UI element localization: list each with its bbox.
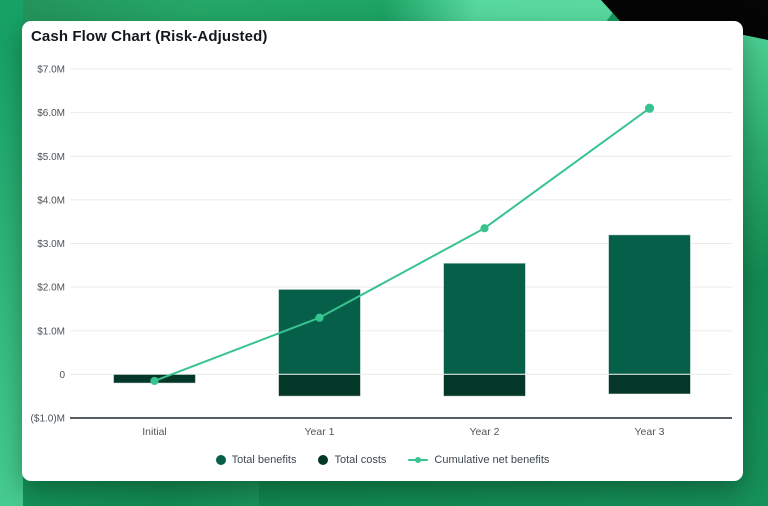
- chart-card: Cash Flow Chart (Risk-Adjusted) $7.0M $6.…: [22, 21, 743, 481]
- y-tick-label: $1.0M: [37, 326, 65, 337]
- legend-item-cumulative-net-benefits: Cumulative net benefits: [408, 454, 549, 466]
- background-mint-right-strip: [743, 28, 768, 278]
- bar-total-costs-2[interactable]: [443, 373, 526, 397]
- y-tick-label: ($1.0)M: [31, 414, 65, 425]
- legend-item-total-benefits: Total benefits: [215, 454, 297, 466]
- total-benefits-swatch-icon: [215, 455, 226, 465]
- x-category-label-1: Year 1: [305, 426, 335, 438]
- legend-label-total-benefits: Total benefits: [231, 454, 297, 466]
- cumulative-net-benefits-line: [153, 107, 651, 382]
- x-category-label-0: Initial: [142, 426, 167, 438]
- cashflow-chart: $7.0M $6.0M $5.0M $4.0M $3.0M $2.0M $1.0M 0 ($1.…: [31, 64, 732, 438]
- y-tick-label: $6.0M: [37, 108, 65, 119]
- y-tick-label: $5.0M: [37, 152, 65, 163]
- legend-label-total-costs: Total costs: [334, 454, 387, 466]
- y-tick-label: $3.0M: [37, 239, 65, 250]
- x-category-label-3: Year 3: [635, 426, 665, 438]
- cumulative-point-1[interactable]: [315, 313, 324, 322]
- y-tick-label: $7.0M: [37, 64, 65, 75]
- total-costs-swatch-icon: [318, 455, 329, 465]
- bar-total-costs-1[interactable]: [278, 373, 361, 397]
- y-tick-label: $4.0M: [37, 195, 65, 206]
- background-left-green-strip: [0, 0, 23, 506]
- cumulative-line-swatch-dot: [415, 457, 422, 463]
- cumulative-point-3[interactable]: [644, 103, 655, 113]
- bar-total-costs-3[interactable]: [608, 373, 691, 395]
- bar-total-benefits-3[interactable]: [608, 234, 691, 375]
- cumulative-point-0[interactable]: [150, 376, 159, 386]
- x-category-label-2: Year 2: [470, 426, 500, 438]
- legend-item-total-costs: Total costs: [318, 454, 386, 466]
- cumulative-line-swatch-icon: [408, 455, 429, 465]
- chart-title: Cash Flow Chart (Risk-Adjusted): [31, 28, 268, 45]
- y-tick-label: $2.0M: [37, 283, 65, 294]
- cumulative-point-2[interactable]: [480, 224, 489, 233]
- chart-legend: Total benefits Total costs Cumulative ne…: [22, 454, 743, 466]
- legend-label-cumulative-net-benefits: Cumulative net benefits: [434, 454, 550, 466]
- y-tick-label: 0: [59, 370, 65, 381]
- bar-total-benefits-2[interactable]: [443, 262, 526, 375]
